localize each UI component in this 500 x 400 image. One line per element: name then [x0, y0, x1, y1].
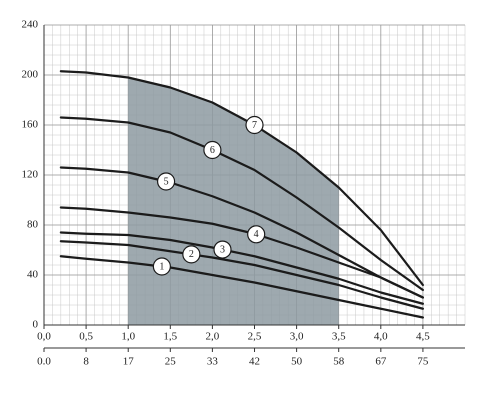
pump-curve	[59, 240, 424, 310]
y-tick-label: 40	[27, 269, 39, 281]
y-tick-label: 200	[22, 69, 39, 81]
y-tick-label: 80	[27, 219, 39, 231]
curve-badge	[245, 115, 264, 135]
curve-label: 3	[220, 244, 225, 255]
pump-curve	[59, 231, 424, 305]
curve-label: 2	[189, 249, 194, 260]
curve-badge	[203, 140, 222, 160]
x2-tick-label: 0.0	[37, 356, 51, 368]
pump-curve	[59, 116, 424, 292]
curve-label: 1	[159, 261, 164, 272]
axes: 0 40 80 120 160 200 240 0,0 0,5 1,0 1,5 2,0 2,5 3,0 3,…	[22, 19, 465, 368]
x-tick-label: 1,0	[121, 331, 135, 343]
pump-curve	[59, 166, 424, 299]
pump-curve	[59, 206, 424, 299]
x-tick-label: 0,5	[79, 331, 93, 343]
x2-tick-label: 42	[249, 356, 260, 368]
y-tick-label: 160	[22, 119, 39, 131]
curve-label: 6	[210, 145, 215, 156]
curve-badge	[213, 240, 232, 259]
pump-curve	[59, 70, 424, 287]
pump-curve	[59, 255, 424, 319]
curve-label: 4	[254, 229, 259, 240]
x-tick-label: 2,0	[206, 331, 220, 343]
x-tick-label: 4,0	[374, 331, 388, 343]
x-tick-label: 2,5	[248, 331, 262, 343]
x2-tick-label: 75	[417, 356, 429, 368]
x2-tick-label: 67	[375, 356, 387, 368]
x2-tick-label: 50	[291, 356, 303, 368]
plot: 1 2 3 4 5 6 7	[59, 70, 424, 325]
x-tick-label: 0,0	[37, 331, 51, 343]
curve-label: 7	[252, 120, 257, 131]
x2-tick-label: 8	[83, 356, 89, 368]
y-tick-label: 0	[33, 319, 39, 331]
operating-range	[128, 77, 339, 325]
x2-tick-label: 25	[165, 356, 177, 368]
x-tick-label: 3,0	[290, 331, 304, 343]
curve-badge	[152, 257, 171, 276]
y-tick-label: 120	[22, 169, 39, 181]
curve-badge	[182, 245, 201, 264]
x2-tick-label: 58	[333, 356, 345, 368]
x2-tick-label: 17	[123, 356, 135, 368]
x2-tick-label: 33	[207, 356, 219, 368]
x-tick-label: 4,5	[416, 331, 430, 343]
curve-label: 5	[164, 176, 169, 187]
curve-badge	[156, 172, 176, 191]
curve-badge	[247, 225, 266, 244]
x-tick-label: 3,5	[332, 331, 346, 343]
x-tick-label: 1,5	[163, 331, 177, 343]
y-tick-label: 240	[22, 19, 39, 31]
